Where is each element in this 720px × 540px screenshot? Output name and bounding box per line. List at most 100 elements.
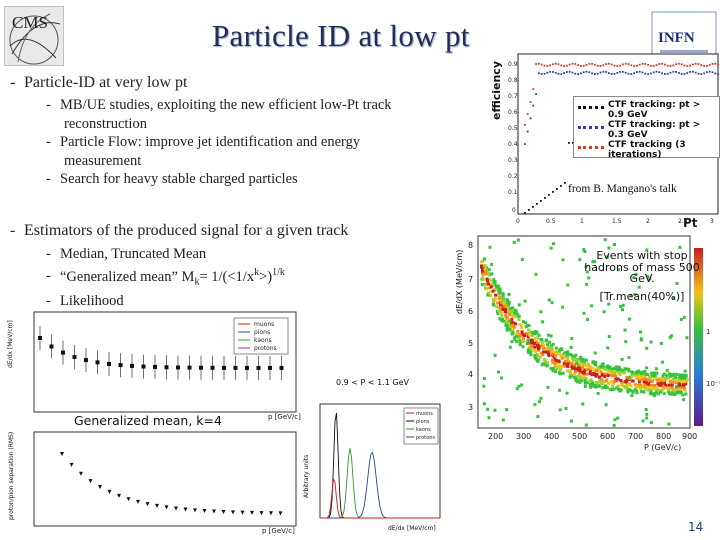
eff-point-red — [700, 64, 703, 67]
heavy-bin — [552, 354, 556, 358]
heavy-noise-bin — [602, 310, 606, 314]
heavy-bin — [625, 375, 629, 379]
heavy-bin — [675, 388, 679, 392]
heavy-bin — [574, 367, 578, 371]
dedx-p-xlabel: p [GeV/c] — [268, 413, 301, 421]
separation-point — [60, 452, 64, 456]
heavy-bin — [520, 330, 524, 334]
heavy-noise-bin — [537, 400, 541, 404]
dedxp-point — [164, 365, 169, 370]
heavy-bin — [618, 373, 622, 377]
separation-point — [240, 510, 245, 515]
heavy-bin — [539, 351, 543, 355]
heavy-bin — [506, 304, 510, 308]
bullet-1-sub-1-cont: reconstruction — [64, 115, 147, 132]
heavy-bin — [659, 379, 663, 383]
heavy-bin — [599, 364, 603, 368]
gm-exp: 1/k — [272, 266, 285, 278]
heavy-noise-bin — [606, 346, 610, 350]
dedxp-point — [245, 365, 249, 370]
heavy-ytick-8: 8 — [468, 241, 473, 250]
heavy-bin — [578, 357, 582, 361]
legend-item-3: CTF tracking (3 iterations) — [608, 140, 686, 160]
heavy-bin — [592, 371, 596, 375]
eff-point-red — [666, 64, 669, 67]
eff-point-blue — [641, 71, 644, 74]
histo-legend-4: protons — [416, 435, 435, 441]
dedxp-point — [84, 358, 88, 363]
eff-point-red — [566, 64, 568, 67]
heavy-noise-bin — [512, 241, 516, 245]
heavy-bin — [651, 374, 655, 378]
heavy-ytick-3: 3 — [468, 403, 473, 412]
eff-ytick-01: 0.1 — [508, 189, 518, 196]
heavy-noise-bin — [493, 408, 497, 412]
heavy-bin — [529, 338, 533, 342]
heavy-bin — [497, 296, 501, 300]
bullet-2: - Estimators of the produced signal for a… — [10, 222, 349, 239]
eff-point-black — [548, 194, 550, 196]
heavy-bin — [580, 359, 584, 363]
heavy-bin — [517, 314, 521, 318]
heavy-bin — [519, 323, 523, 327]
heavy-bin — [496, 288, 500, 292]
heavy-note-line-2: hadrons of mass 500 — [584, 260, 700, 274]
heavy-bin — [663, 381, 667, 385]
heavy-bin — [663, 386, 667, 390]
heavy-bin — [563, 351, 567, 355]
eff-point-red — [672, 64, 675, 67]
heavy-bin — [667, 383, 671, 387]
heavy-noise-bin — [520, 257, 524, 261]
heavy-bin — [524, 321, 528, 325]
heavy-bin — [675, 373, 679, 377]
heavy-bin — [626, 390, 630, 394]
heavy-bin — [683, 388, 687, 392]
heavy-xtick-900: 900 — [682, 432, 697, 441]
eff-point-blue — [543, 72, 546, 75]
histo-legend-2: pions — [416, 419, 430, 425]
eff-point-blue — [540, 73, 543, 75]
heavy-bin — [630, 375, 634, 379]
heavy-noise-bin — [637, 285, 641, 289]
heavy-bin — [578, 375, 582, 379]
heavy-bin — [648, 379, 652, 383]
heavy-bin — [681, 386, 685, 390]
heavy-bin — [569, 372, 573, 376]
heavy-bin — [551, 342, 555, 346]
eff-point-blue — [580, 72, 582, 75]
heavy-bin — [518, 333, 522, 337]
heavy-noise-bin — [497, 370, 501, 374]
heavy-noise-bin — [606, 255, 610, 259]
heavy-noise-bin — [583, 385, 587, 389]
heavy-bin — [614, 365, 618, 369]
heavy-bin — [542, 346, 546, 350]
heavy-bin — [622, 369, 626, 373]
heavy-noise-bin — [490, 262, 494, 266]
heavy-noise-bin — [486, 407, 490, 411]
heavy-bin — [663, 372, 667, 376]
heavy-bin — [557, 360, 561, 364]
heavy-bin — [601, 381, 605, 385]
heavy-bin — [637, 380, 641, 384]
eff-point-red — [655, 64, 658, 66]
heavy-bin — [529, 353, 533, 357]
heavy-bin — [640, 375, 644, 379]
eff-point-black — [544, 197, 546, 199]
heavy-noise-bin — [528, 351, 532, 355]
eff-point-red — [669, 65, 672, 67]
heavy-bin — [488, 278, 492, 282]
eff-point-red — [574, 63, 577, 65]
heavy-bin — [639, 372, 643, 376]
heavy-bin — [579, 355, 583, 359]
legend-line-blue — [578, 126, 604, 129]
heavy-bin — [573, 370, 577, 374]
heavy-bin — [578, 374, 582, 378]
heavy-bin — [671, 380, 675, 384]
heavy-bin — [674, 379, 678, 383]
eff-point-blue — [686, 72, 689, 74]
heavy-noise-bin — [575, 362, 579, 366]
eff-point-blue — [694, 71, 697, 74]
heavy-bin — [501, 303, 505, 307]
heavy-bin — [555, 367, 559, 371]
eff-point-blue — [689, 71, 691, 73]
